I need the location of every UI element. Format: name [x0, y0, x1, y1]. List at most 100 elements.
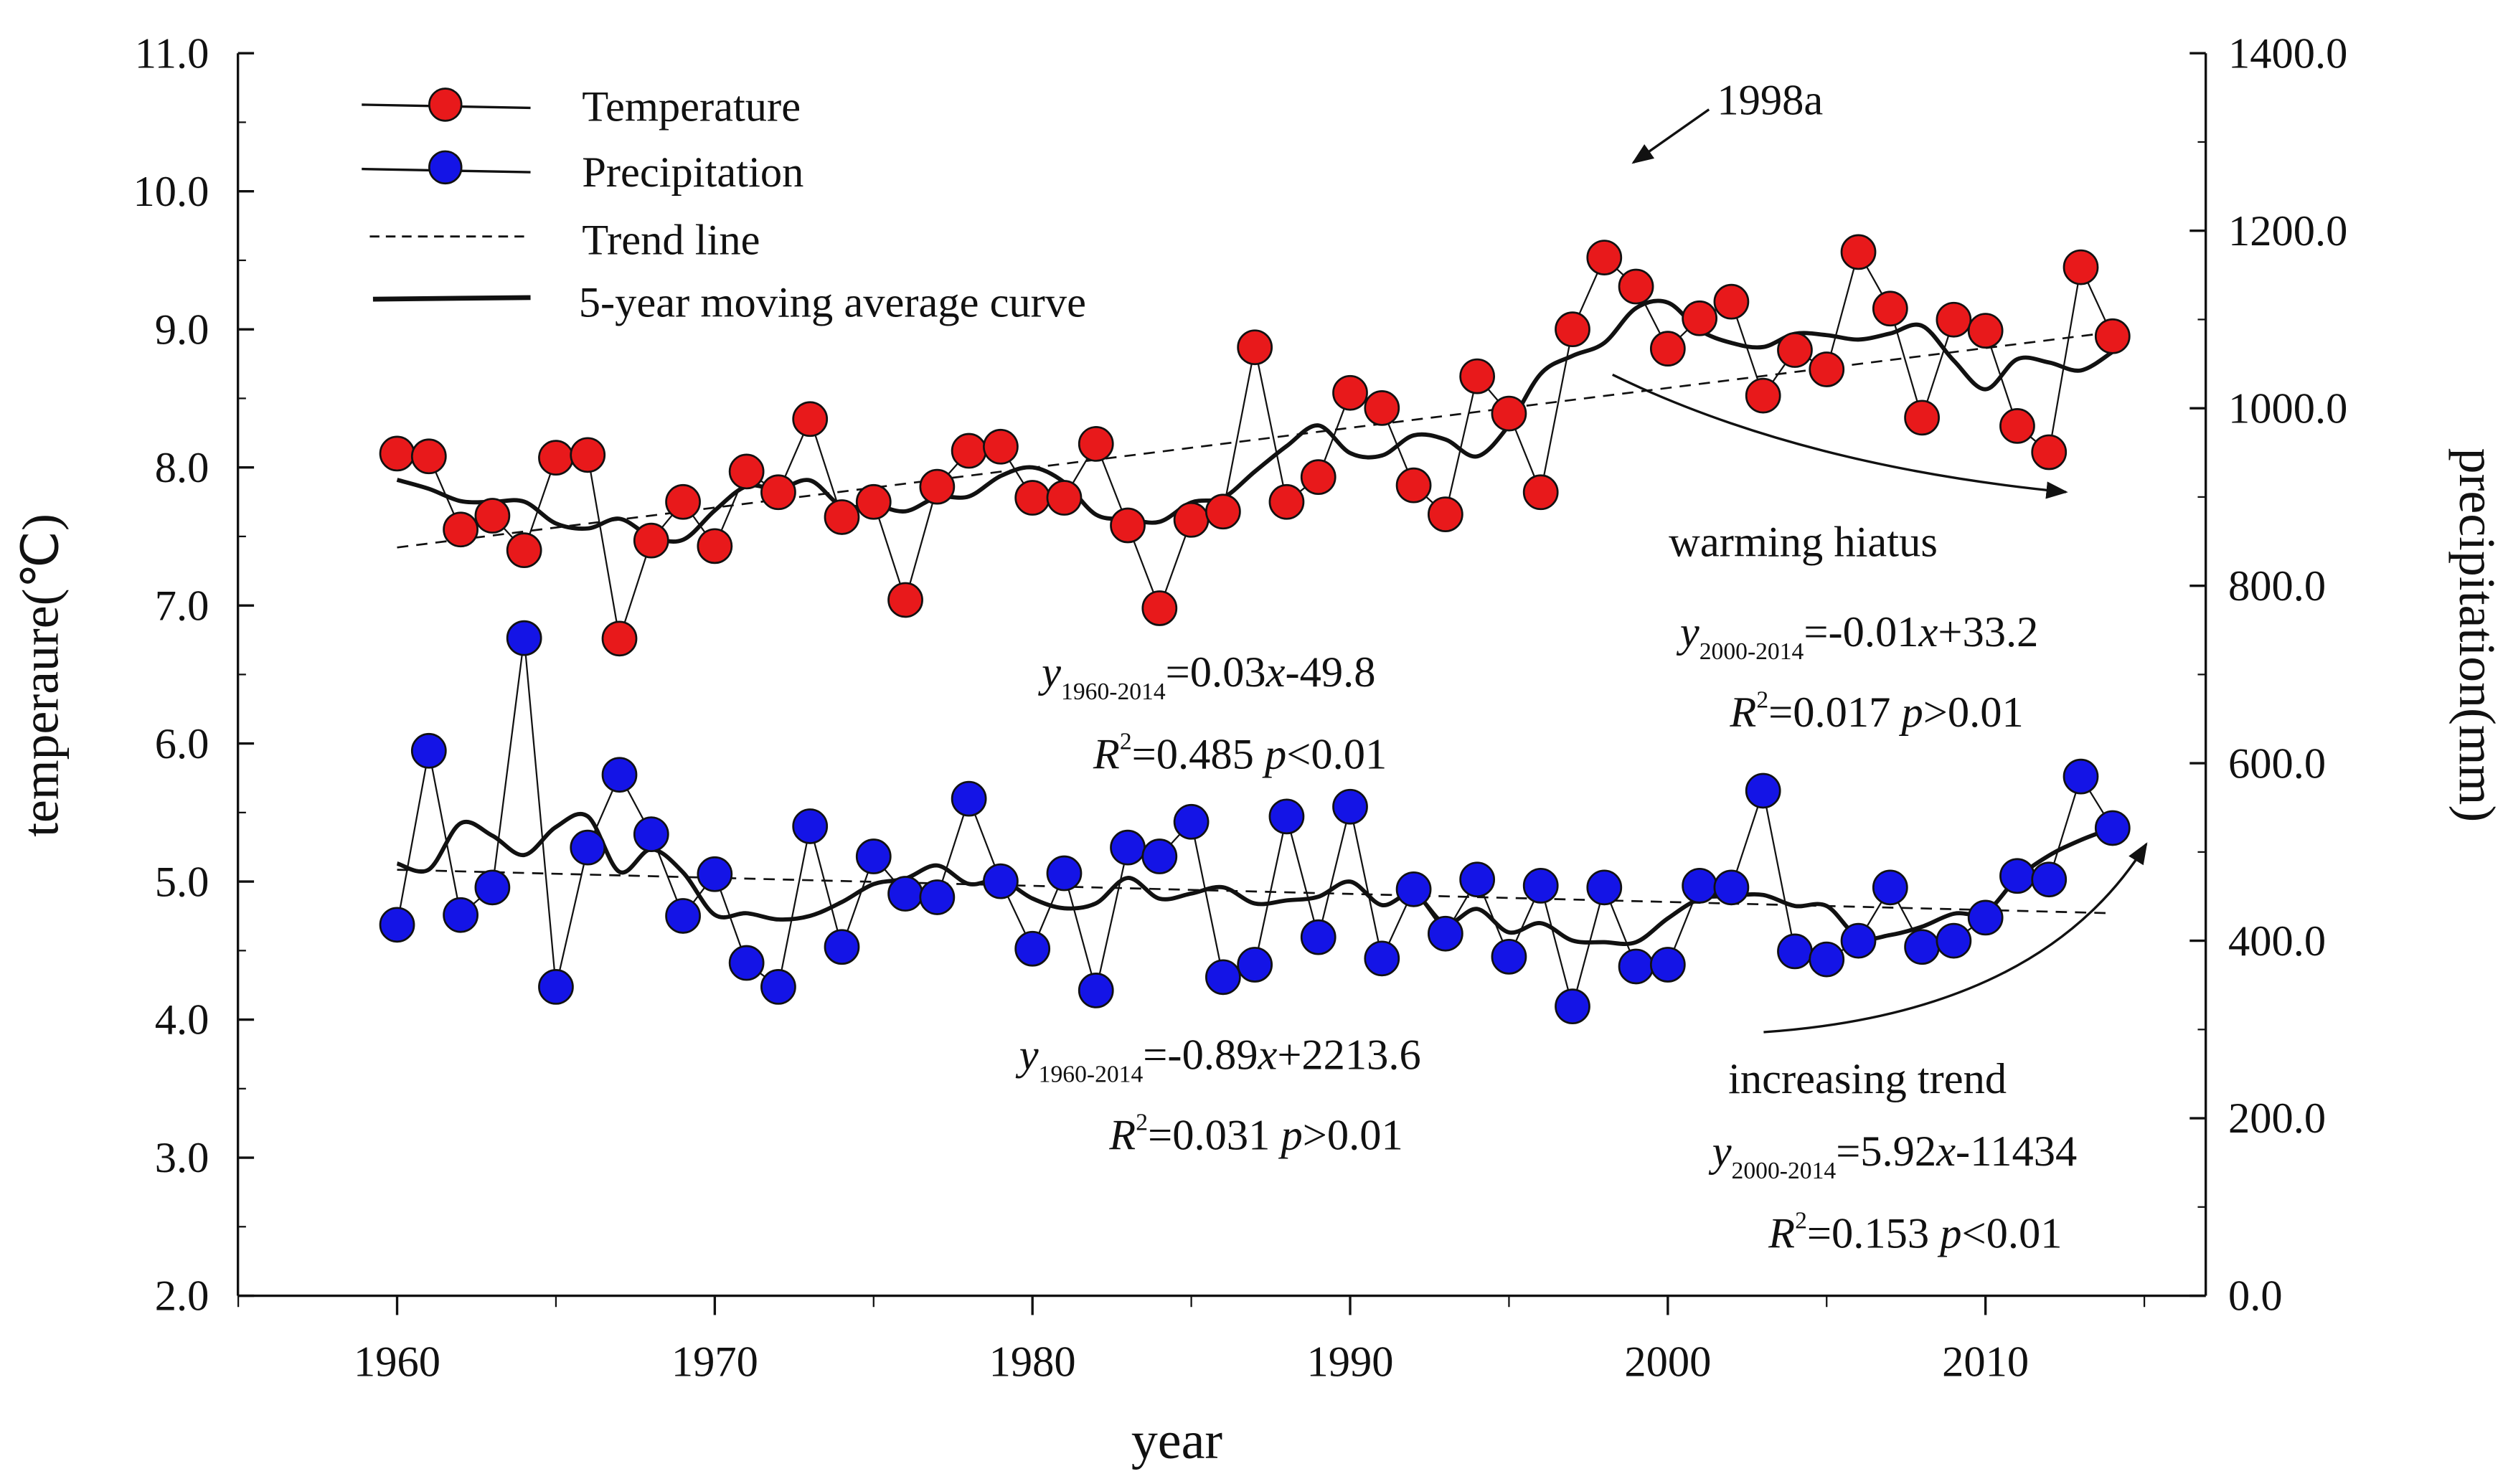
temperature-point	[1999, 408, 2035, 444]
legend-trend: Trend line	[582, 216, 760, 264]
temperature-point	[1840, 234, 1877, 270]
precipitation-point	[1682, 867, 1717, 904]
precipitation-point	[1777, 933, 1813, 970]
x-tick-label: 2000	[1624, 1338, 1711, 1386]
precipitation-point	[1110, 829, 1146, 866]
precipitation-point	[1713, 869, 1750, 906]
temperature-point	[601, 620, 638, 657]
legend: Temperature Precipitation Trend line 5-y…	[362, 82, 1086, 327]
precipitation-point	[1364, 940, 1400, 977]
precipitation-point	[1300, 919, 1336, 955]
precipitation-point	[538, 969, 574, 1005]
legend-moving-average: 5-year moving average curve	[579, 279, 1086, 327]
precipitation-point	[1618, 948, 1654, 985]
precip-r2-recent: R2=0.153 p<0.01	[1768, 1207, 2062, 1257]
precipitation-point	[474, 869, 511, 906]
precipitation-point	[2062, 758, 2099, 795]
annotation-1998a: 1998a	[1717, 76, 1823, 124]
temperature-point	[1491, 395, 1527, 432]
precipitation-point	[983, 863, 1019, 899]
precipitation-point	[1268, 798, 1305, 835]
x-tick-label: 1970	[671, 1338, 758, 1386]
temperature-point	[1110, 507, 1146, 544]
axes: 2.0 3.0 4.0 5.0 6.0 7.0 8.0 9.0 10.0 11.0 0.0 200.0…	[133, 29, 2347, 1386]
arrow-hiatus	[1612, 373, 2068, 499]
precipitation-point	[1555, 988, 1590, 1025]
precipitation-point	[1522, 867, 1559, 904]
y-tick-label: 7.0	[155, 582, 209, 630]
precipitation-point	[1141, 838, 1178, 874]
legend-ma-line	[372, 295, 531, 302]
temperature-point	[887, 582, 923, 618]
precipitation-point	[1967, 899, 2004, 936]
temperature-point	[1459, 358, 1496, 394]
temperature-point	[792, 401, 829, 438]
y2-tick-label: 800.0	[2228, 562, 2326, 610]
moving-average-curves	[396, 298, 2114, 947]
legend-precipitation-marker	[428, 150, 463, 185]
temperature-point	[1173, 501, 1210, 538]
y-tick-label: 9.0	[155, 306, 209, 354]
temperature-point	[1936, 301, 1972, 338]
temperature-point	[1649, 331, 1686, 367]
temperature-point	[1268, 483, 1305, 520]
y2-tick-label: 1200.0	[2228, 207, 2347, 255]
legend-temperature: Temperature	[582, 82, 801, 131]
temperature-point	[1205, 493, 1241, 530]
temperature-point	[2031, 434, 2068, 471]
temperature-point	[506, 532, 542, 569]
temperature-point	[1872, 290, 1908, 327]
precipitation-point	[1999, 858, 2035, 894]
precipitation-point	[855, 838, 892, 874]
temperature-point	[1555, 311, 1590, 348]
precipitation-point	[1078, 973, 1114, 1008]
temperature-point	[538, 440, 574, 476]
y2-tick-label: 200.0	[2228, 1095, 2326, 1143]
precipitation-point	[1809, 941, 1845, 978]
temperature-point	[1300, 459, 1336, 496]
temperature-point	[697, 528, 733, 564]
y-tick-label: 5.0	[155, 858, 209, 906]
temperature-point	[1618, 268, 1654, 305]
precipitation-point	[1332, 788, 1368, 825]
temperature-moving-average	[396, 298, 2114, 544]
temperature-point	[728, 453, 765, 490]
y-tick-label: 11.0	[135, 29, 209, 77]
legend-temperature-marker	[428, 88, 463, 122]
temperature-point	[919, 468, 956, 505]
y2-axis-title: precipitation(mm)	[2448, 448, 2506, 823]
temperature-point	[1141, 590, 1178, 626]
precipitation-point	[1745, 772, 1781, 809]
temp-r2-recent: R2=0.017 p>0.01	[1729, 686, 2023, 737]
annotations: 1998a warming hiatus increasing trend y1…	[1015, 76, 2148, 1257]
y-tick-label: 8.0	[155, 444, 209, 492]
precipitation-point	[728, 945, 765, 981]
precipitation-point	[1395, 871, 1432, 907]
temperature-point	[1682, 300, 1717, 336]
temperature-point	[2062, 249, 2099, 285]
precipitation-point	[887, 876, 923, 912]
precip-eq-all: y1960-2014=-0.89x+2213.6	[1015, 1031, 1421, 1088]
precipitation-point	[2031, 861, 2068, 898]
temperature-point	[1777, 332, 1813, 368]
temperature-point	[474, 498, 511, 534]
temperature-point	[1809, 351, 1845, 387]
temperature-point	[665, 483, 701, 520]
temp-r2-all: R2=0.485 p<0.01	[1093, 729, 1387, 779]
temperature-point	[1078, 426, 1114, 462]
temperature-point	[855, 483, 892, 520]
annotation-increasing-trend: increasing trend	[1728, 1055, 2007, 1103]
temperature-point	[1395, 467, 1432, 504]
temperature-point	[951, 433, 987, 469]
temperature-point	[379, 435, 415, 472]
temperature-point	[1237, 329, 1273, 366]
precipitation-point	[919, 879, 956, 915]
precipitation-point	[1459, 861, 1496, 898]
x-tick-label: 2010	[1942, 1338, 2029, 1386]
y-tick-label: 3.0	[155, 1134, 209, 1182]
precipitation-point	[792, 808, 829, 844]
precipitation-point	[570, 829, 606, 866]
y2-tick-label: 400.0	[2228, 917, 2326, 965]
y2-tick-label: 1000.0	[2228, 384, 2347, 433]
